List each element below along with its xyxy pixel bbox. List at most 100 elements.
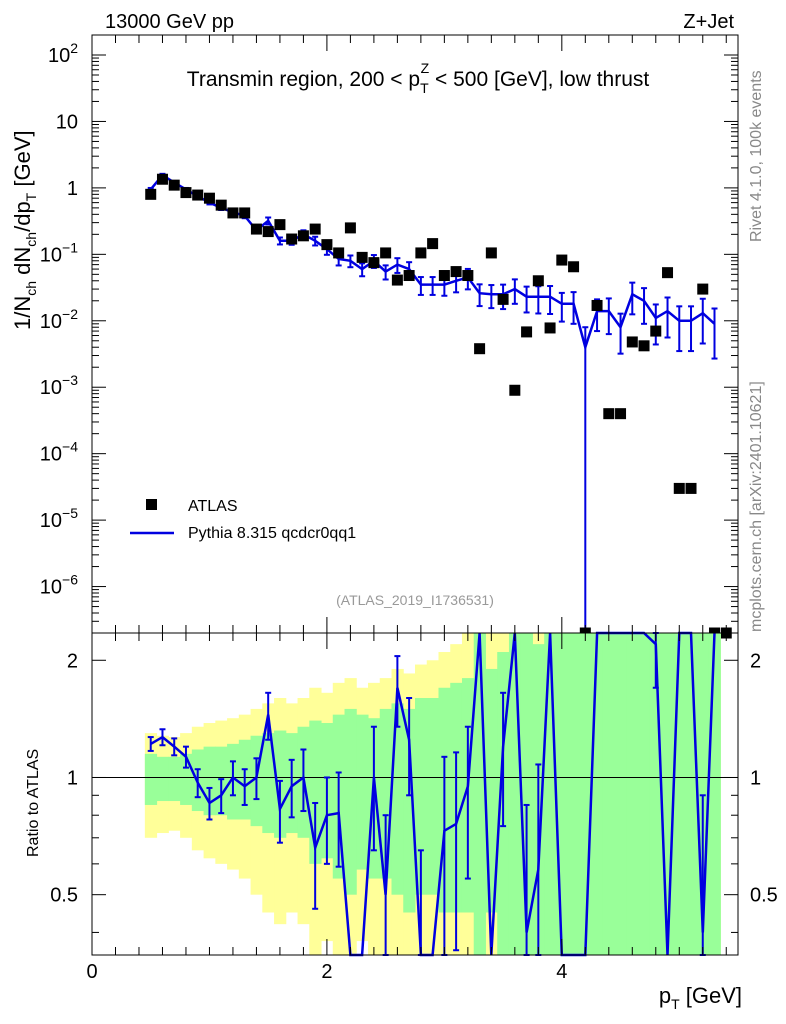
atlas-data-point bbox=[286, 233, 298, 245]
atlas-data-point bbox=[239, 207, 251, 219]
tick-base: 10 bbox=[40, 510, 62, 532]
ratio-y-tick-label-right: 2 bbox=[750, 650, 761, 672]
main-y-tick-label: 1 bbox=[67, 178, 78, 200]
atlas-data-point bbox=[673, 482, 685, 494]
band-inner-bin bbox=[685, 633, 698, 955]
tick-exponent: −5 bbox=[62, 505, 78, 521]
y-axis-label: 1/Nch dNch/dpT [GeV] bbox=[10, 130, 39, 330]
band-inner-bin bbox=[262, 733, 275, 834]
atlas-data-point bbox=[462, 270, 474, 282]
title-pre: Transmin region, 200 < p bbox=[187, 68, 420, 91]
atlas-data-point bbox=[274, 219, 286, 231]
tick-exponent: −6 bbox=[62, 572, 78, 588]
atlas-data-point bbox=[180, 187, 192, 199]
ratio-plot-frame bbox=[91, 632, 739, 956]
atlas-data-point bbox=[626, 336, 638, 348]
band-inner-bin bbox=[426, 698, 439, 895]
band-inner-bin bbox=[591, 633, 604, 955]
band-inner-bin bbox=[168, 756, 181, 802]
atlas-data-point bbox=[156, 173, 168, 185]
band-inner-bin bbox=[544, 633, 557, 955]
tick-base: 10 bbox=[40, 244, 62, 266]
atlas-data-point bbox=[321, 239, 333, 251]
ratio-y-tick-label-left: 1 bbox=[67, 767, 78, 789]
tick-base: 10 bbox=[40, 377, 62, 399]
band-inner-bin bbox=[344, 708, 357, 895]
atlas-data-point bbox=[650, 325, 662, 337]
energy-label: 13000 GeV pp bbox=[105, 11, 234, 33]
atlas-data-point bbox=[497, 293, 509, 305]
band-inner-bin bbox=[579, 633, 592, 955]
atlas-data-point bbox=[415, 247, 427, 259]
atlas-data-point bbox=[615, 408, 627, 420]
atlas-data-point bbox=[262, 226, 274, 238]
atlas-data-point bbox=[203, 192, 215, 204]
atlas-data-point bbox=[145, 188, 157, 200]
tick-base: 10 bbox=[40, 311, 62, 333]
band-inner-bin bbox=[391, 703, 404, 895]
tick-base: 1 bbox=[67, 178, 78, 200]
atlas-data-point bbox=[485, 247, 497, 259]
band-inner-bin bbox=[567, 633, 580, 955]
main-y-tick-label: 10−1 bbox=[40, 239, 78, 266]
x-tick-label: 2 bbox=[321, 961, 332, 983]
main-y-tick-label: 10−6 bbox=[40, 572, 78, 599]
band-inner-bin bbox=[403, 708, 416, 913]
ratio-y-tick-label-left: 0.5 bbox=[50, 885, 78, 907]
atlas-data-point bbox=[297, 230, 309, 242]
atlas-data-point bbox=[544, 322, 556, 334]
tick-exponent: −2 bbox=[62, 306, 78, 322]
ratio-y-tick-label-right: 1 bbox=[750, 767, 761, 789]
x-tick-label: 0 bbox=[86, 961, 97, 983]
tick-base: 10 bbox=[56, 111, 78, 133]
tick-base: 10 bbox=[48, 45, 70, 67]
atlas-data-point bbox=[391, 274, 403, 286]
main-y-tick-label: 10 bbox=[56, 111, 78, 133]
band-inner-bin bbox=[626, 633, 639, 955]
legend-marker-atlas bbox=[146, 499, 157, 510]
x-tick-label: 4 bbox=[556, 961, 567, 983]
atlas-data-point bbox=[344, 222, 356, 234]
atlas-data-point bbox=[521, 326, 533, 338]
title-post: < 500 [GeV], low thrust bbox=[429, 68, 649, 91]
band-inner-bin bbox=[356, 714, 369, 870]
band-inner-bin bbox=[708, 633, 721, 955]
band-inner-bin bbox=[602, 633, 616, 955]
atlas-data-point bbox=[438, 270, 450, 282]
main-y-tick-label: 10−4 bbox=[40, 439, 78, 466]
atlas-data-point bbox=[380, 247, 392, 259]
atlas-data-point bbox=[591, 299, 603, 311]
band-inner-bin bbox=[144, 753, 158, 805]
rivet-version-label: Rivet 4.1.0, 100k events bbox=[748, 70, 765, 242]
title-sup: Z bbox=[421, 60, 430, 76]
atlas-data-point bbox=[450, 266, 462, 278]
atlas-data-point bbox=[192, 189, 204, 201]
tick-base: 10 bbox=[40, 577, 62, 599]
atlas-data-point bbox=[250, 223, 262, 235]
atlas-data-point bbox=[603, 408, 615, 420]
analysis-watermark: (ATLAS_2019_I1736531) bbox=[336, 592, 494, 608]
atlas-data-point bbox=[568, 261, 580, 273]
legend-label-atlas: ATLAS bbox=[188, 498, 238, 515]
ratio-plot-content bbox=[92, 631, 738, 957]
band-inner-bin bbox=[614, 633, 627, 955]
main-y-tick-label: 10−2 bbox=[40, 306, 78, 333]
atlas-data-point bbox=[532, 275, 544, 287]
band-inner-bin bbox=[555, 633, 569, 955]
atlas-data-point bbox=[638, 340, 650, 352]
title-sub: T bbox=[420, 80, 429, 96]
x-axis-label: pT [GeV] bbox=[659, 983, 742, 1012]
atlas-data-point bbox=[356, 251, 368, 263]
atlas-data-point bbox=[474, 343, 486, 355]
atlas-data-point bbox=[685, 482, 697, 494]
main-plot-frame bbox=[91, 34, 739, 634]
tick-base: 10 bbox=[40, 444, 62, 466]
main-plot-content bbox=[145, 172, 732, 639]
tick-exponent: −4 bbox=[62, 439, 78, 455]
band-inner-bin bbox=[156, 756, 169, 802]
tick-exponent: 2 bbox=[70, 40, 78, 56]
atlas-data-point bbox=[662, 267, 674, 279]
ratio-y-tick-label-left: 2 bbox=[67, 650, 78, 672]
band-inner-bin bbox=[638, 633, 651, 955]
atlas-data-point bbox=[368, 257, 380, 269]
